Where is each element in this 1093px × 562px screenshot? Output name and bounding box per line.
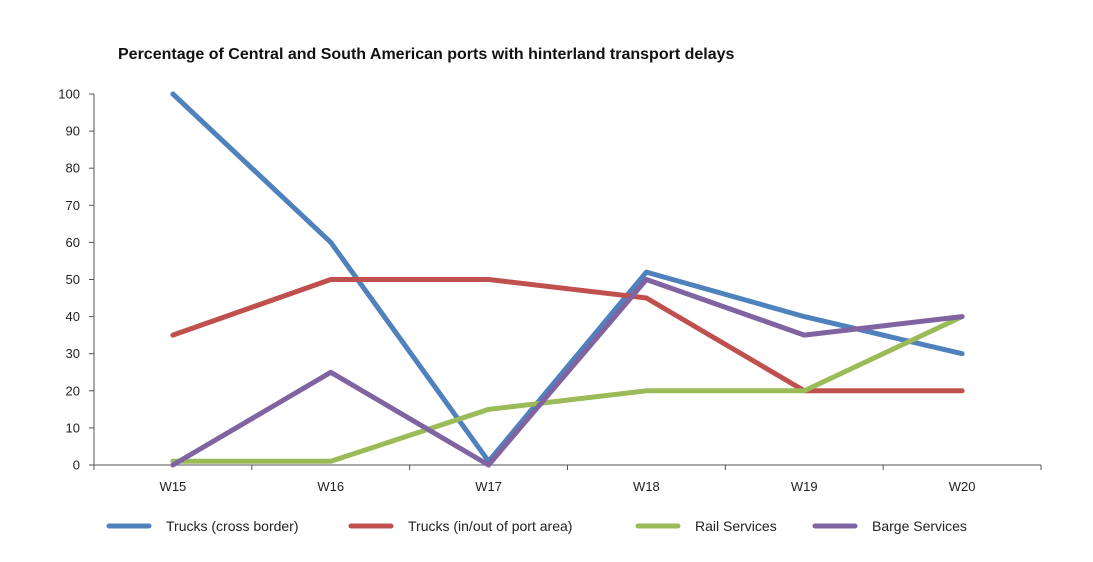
x-tick-label: W16 — [317, 479, 344, 494]
y-tick-label: 10 — [66, 420, 80, 435]
y-tick-label: 70 — [66, 198, 80, 213]
y-tick-label: 60 — [66, 235, 80, 250]
y-tick-label: 40 — [66, 309, 80, 324]
series-lines — [170, 91, 965, 468]
legend-label: Trucks (in/out of port area) — [408, 518, 572, 534]
legend-label: Trucks (cross border) — [166, 518, 299, 534]
y-tick-label: 100 — [58, 87, 80, 102]
y-tick-label: 50 — [66, 272, 80, 287]
legend-label: Barge Services — [872, 518, 967, 534]
series-line-1 — [170, 91, 965, 464]
chart-title: Percentage of Central and South American… — [118, 46, 735, 63]
y-tick-label: 20 — [66, 383, 80, 398]
y-tick-label: 30 — [66, 346, 80, 361]
x-tick-label: W15 — [160, 479, 187, 494]
x-tick-label: W18 — [633, 479, 660, 494]
x-tick-label: W19 — [791, 479, 818, 494]
y-tick-label: 0 — [73, 458, 80, 473]
series-line-3 — [170, 314, 965, 464]
axis-ticks: 0 10 20 30 40 50 60 70 80 90 100 W15 W16 W17 W18 W19 W20 — [58, 87, 1042, 494]
legend-label: Rail Services — [695, 518, 777, 534]
series-line-2 — [170, 277, 965, 394]
y-tick-label: 80 — [66, 161, 80, 176]
legend: Trucks (cross border) Trucks (in/out of p… — [106, 518, 967, 534]
x-tick-label: W17 — [475, 479, 502, 494]
x-tick-label: W20 — [949, 479, 976, 494]
series-line-4 — [170, 277, 965, 468]
y-tick-label: 90 — [66, 124, 80, 139]
chart-axes — [93, 94, 1041, 466]
